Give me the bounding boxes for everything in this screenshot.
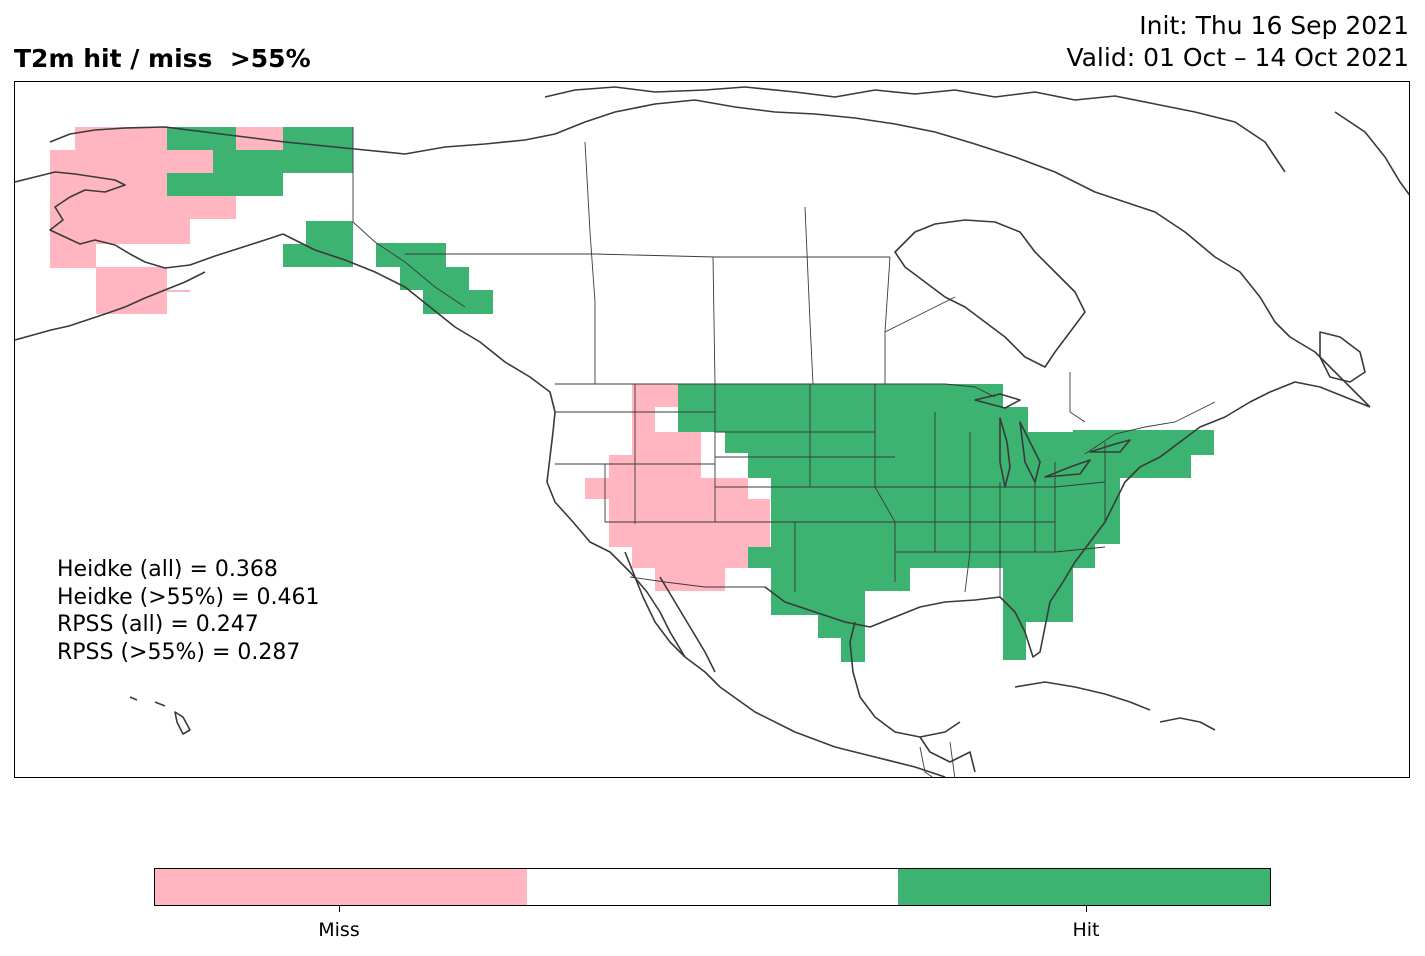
date-info: Init: Thu 16 Sep 2021 Valid: 01 Oct – 14…	[1066, 10, 1409, 74]
init-date: Init: Thu 16 Sep 2021	[1139, 11, 1409, 40]
colorbar-neutral-segment	[526, 869, 899, 905]
miss-region-alaska	[50, 127, 236, 314]
map-svg	[15, 86, 1409, 777]
miss-cells	[50, 127, 770, 591]
colorbar-tick-miss	[339, 906, 340, 912]
coastlines	[15, 86, 1409, 777]
score-annotation: Heidke (all) = 0.368 Heidke (>55%) = 0.4…	[57, 556, 320, 666]
heidke-all: Heidke (all) = 0.368	[57, 557, 278, 582]
colorbar-tick-hit	[1086, 906, 1087, 912]
miss-region-west	[585, 384, 770, 591]
hit-cells	[167, 127, 1214, 662]
rpss-55: RPSS (>55%) = 0.287	[57, 639, 301, 665]
colorbar-label-miss: Miss	[318, 919, 360, 941]
map-panel	[14, 81, 1410, 778]
heidke-55: Heidke (>55%) = 0.461	[57, 584, 320, 610]
colorbar-miss-segment	[155, 869, 527, 905]
hit-region-panhandle	[376, 243, 493, 314]
colorbar-label-hit: Hit	[1072, 919, 1100, 941]
hit-region-central-east	[678, 384, 1214, 662]
valid-range: Valid: 01 Oct – 14 Oct 2021	[1066, 43, 1409, 72]
colorbar	[154, 868, 1271, 906]
political-borders	[352, 127, 1216, 777]
chart-title: T2m hit / miss >55%	[14, 44, 311, 73]
colorbar-hit-segment	[898, 869, 1271, 905]
hit-region-alaska-se	[283, 221, 353, 267]
rpss-all: RPSS (all) = 0.247	[57, 612, 259, 637]
